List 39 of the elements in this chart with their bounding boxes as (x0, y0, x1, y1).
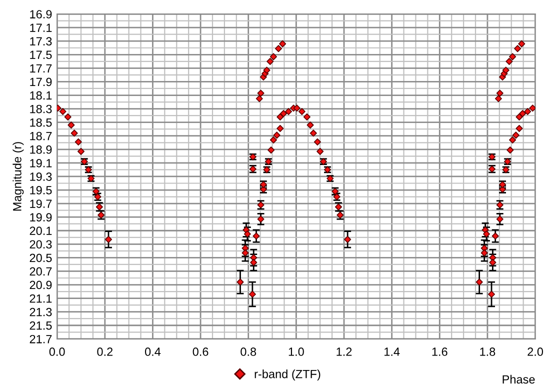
x-axis-title: Phase (502, 374, 535, 384)
x-tick-label: 0.6 (192, 348, 208, 356)
y-axis-title: Magnitude (r) (12, 142, 24, 211)
y-tick-label: 19.7 (30, 200, 52, 208)
x-tick-label: 0.4 (144, 348, 161, 356)
y-tick-label: 19.3 (30, 172, 52, 181)
y-tick-label: 18.1 (30, 91, 52, 100)
y-tick-label: 17.5 (30, 50, 52, 60)
y-tick-label: 20.1 (30, 226, 52, 236)
y-tick-label: 17.3 (30, 37, 52, 46)
y-tick-label: 21.7 (30, 334, 52, 344)
y-tick-label: 17.1 (30, 24, 52, 32)
x-tick-label: 0.2 (97, 348, 113, 356)
x-tick-label: 0.0 (49, 348, 65, 356)
y-tick-label: 19.9 (30, 213, 52, 222)
y-tick-label: 17.7 (30, 64, 52, 72)
x-tick-label: 1.2 (336, 348, 352, 356)
y-tick-label: 18.7 (30, 132, 52, 140)
y-tick-label: 18.9 (30, 145, 52, 154)
x-tick-label: 2.0 (528, 348, 544, 356)
legend-label: r-band (ZTF) (254, 370, 320, 381)
y-tick-label: 21.1 (30, 294, 52, 303)
y-tick-label: 20.5 (30, 254, 52, 262)
y-tick-label: 18.5 (30, 118, 52, 127)
y-tick-label: 20.3 (30, 240, 52, 249)
y-tick-label: 16.9 (30, 10, 52, 18)
y-tick-label: 21.5 (30, 321, 52, 330)
y-tick-label: 18.3 (30, 104, 52, 114)
y-tick-label: 20.7 (30, 267, 52, 276)
x-tick-label: 1.8 (480, 348, 496, 356)
y-tick-label: 20.9 (30, 280, 52, 290)
y-tick-label: 19.1 (30, 158, 52, 168)
y-tick-label: 19.5 (30, 186, 52, 194)
y-tick-label: 21.3 (30, 308, 52, 316)
x-tick-label: 0.8 (240, 348, 256, 356)
y-tick-label: 17.9 (30, 78, 52, 86)
x-tick-label: 1.6 (432, 348, 448, 356)
x-tick-label: 1.4 (384, 348, 400, 356)
x-tick-label: 1.0 (288, 348, 304, 356)
